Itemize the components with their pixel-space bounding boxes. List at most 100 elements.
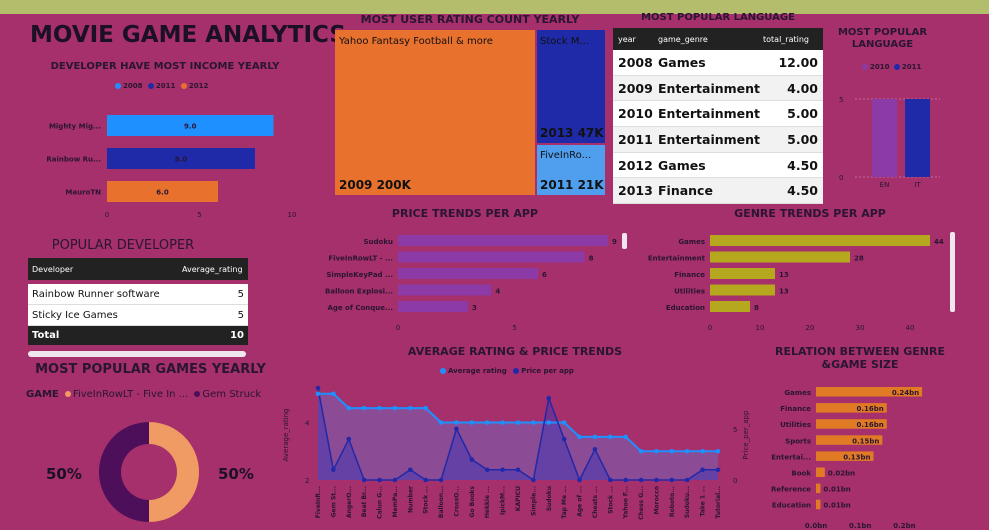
data-label: 13	[779, 271, 789, 279]
point-price	[438, 477, 444, 483]
bar	[816, 499, 821, 510]
category-label: MauroTN	[65, 189, 101, 197]
bar	[710, 251, 850, 263]
bar	[710, 268, 775, 279]
x-tick-label: Balloon...	[438, 486, 445, 518]
point-average-rating	[546, 420, 552, 425]
category-label: Sudoku	[364, 238, 394, 246]
x-tick-label: Morocco	[653, 486, 660, 514]
x-tick-label: MemPa...	[392, 486, 399, 517]
category-label: FiveInRowLT - ...	[328, 255, 393, 263]
point-average-rating	[623, 434, 628, 440]
legend-marker-2008	[115, 83, 121, 89]
table-cell: Games	[658, 54, 706, 70]
point-price	[700, 467, 705, 473]
tick-label: 20	[806, 324, 815, 332]
x-tick-label: KAPICU	[515, 486, 522, 511]
category-label: Mighty Mig...	[49, 123, 101, 131]
table-cell: Games	[658, 157, 706, 173]
point-average-rating	[423, 405, 428, 411]
language-table: year game_genre total_rating 2008 Games 12…	[613, 28, 823, 205]
legend-price: Price per app	[521, 367, 574, 375]
category-label: Age of Conque...	[327, 304, 393, 312]
point-price	[546, 395, 552, 401]
legend-title: GAME	[26, 389, 59, 400]
tick-label: 0	[733, 477, 737, 485]
donut-slice	[149, 422, 199, 522]
avg-rating-price-title: AVERAGE RATING & PRICE TRENDS	[407, 345, 623, 358]
legend-marker-2011	[893, 64, 900, 70]
table-cell: 5.00	[787, 131, 818, 147]
x-tick-label: Take 1 ...	[700, 486, 707, 516]
point-average-rating	[392, 405, 398, 411]
data-label: 8	[754, 304, 759, 312]
point-average-rating	[438, 420, 444, 425]
data-label: 0.16bn	[857, 421, 884, 429]
total-value: 10	[230, 330, 244, 341]
table-cell: 5	[237, 309, 244, 321]
table-cell: 2013	[618, 183, 653, 199]
treemap-cell-yahoo[interactable]: Yahoo Fantasy Football & more 2009 200K	[335, 30, 535, 195]
table-cell: Entertainment	[658, 106, 761, 122]
x-tick-label: Cheats ...	[592, 486, 599, 518]
bar	[710, 301, 750, 312]
legend-marker-avg	[440, 368, 446, 374]
genre-trends-scrollbar[interactable]	[950, 232, 955, 312]
point-price	[669, 477, 675, 483]
treemap-cell-value: 2013 47K	[540, 126, 604, 140]
x-tick-label: Hekkie ...	[484, 486, 491, 518]
data-label: 6.0	[156, 189, 169, 197]
category-label: SimpleKeyPad ...	[326, 271, 393, 279]
percent-label: 50%	[46, 465, 82, 483]
legend-fiveinrow: FiveInRowLT - Five In ...	[72, 389, 189, 400]
avg-rating-price-legend: Average rating Price per app	[440, 367, 574, 375]
category-label: Rainbow Ru...	[46, 156, 101, 164]
point-average-rating	[408, 405, 413, 411]
popular-developer-title: POPULAR DEVELOPER	[51, 238, 195, 253]
developer-income-title: DEVELOPER HAVE MOST INCOME YEARLY	[50, 61, 280, 72]
point-price	[715, 467, 721, 473]
donut-slice	[99, 422, 149, 522]
x-tick-label: AngerO...	[346, 486, 353, 518]
treemap-title: MOST USER RATING COUNT YEARLY	[360, 13, 580, 26]
price-trends-scrollbar[interactable]	[622, 233, 627, 249]
developer-income-legend: 2008 2011 2012	[115, 82, 208, 90]
point-price	[531, 477, 536, 483]
point-average-rating	[715, 448, 721, 454]
dashboard-title: MOVIE GAME ANALYTICS	[30, 22, 346, 48]
point-average-rating	[638, 448, 644, 454]
developer-income-chart: Mighty Mig... 9.0 Rainbow Ru... 8.0 MauroTN 6…	[46, 115, 296, 219]
table-cell: 12.00	[778, 54, 818, 70]
point-average-rating	[654, 448, 659, 454]
treemap-cell-stock[interactable]: Stock M... 2013 47K	[537, 30, 605, 143]
x-tick-label: Gem St...	[330, 486, 337, 517]
legend-2008: 2008	[123, 82, 143, 90]
bar	[816, 419, 887, 429]
table-cell: Entertainment	[658, 80, 761, 96]
data-label: 44	[934, 238, 944, 246]
table-row: Sticky Ice Games 5	[28, 305, 248, 326]
table-cell: Finance	[658, 183, 713, 199]
tick-label: 0.1bn	[849, 522, 871, 530]
point-average-rating	[454, 420, 459, 425]
tick-label: 2	[305, 477, 309, 485]
point-average-rating	[515, 420, 521, 425]
legend-2010: 2010	[870, 63, 890, 71]
data-label: 6	[542, 271, 547, 279]
table-row: 2012 Games 4.50	[613, 152, 823, 179]
tick-label: 0.0bn	[805, 522, 827, 530]
point-price	[654, 477, 659, 483]
category-label: Book	[791, 470, 811, 478]
genre-size-chart: Games 0.24bn Finance 0.16bn Utilities 0.16bn S…	[771, 387, 923, 530]
language-chart-title: MOST POPULAR LANGUAGE	[837, 27, 928, 50]
popular-developer-scrollbar[interactable]	[28, 351, 246, 357]
data-label: 3	[472, 304, 477, 312]
tick-label: 10	[756, 324, 765, 332]
data-label: 8.0	[175, 156, 188, 164]
treemap-cell-fiveinrow[interactable]: FiveInRo... 2011 21K	[537, 145, 605, 195]
x-tick-label: Tutorial...	[715, 486, 722, 519]
table-row: 2010 Entertainment 5.00	[613, 101, 823, 128]
table-cell: 4.00	[787, 80, 818, 96]
point-average-rating	[561, 420, 567, 425]
point-price	[500, 467, 505, 473]
